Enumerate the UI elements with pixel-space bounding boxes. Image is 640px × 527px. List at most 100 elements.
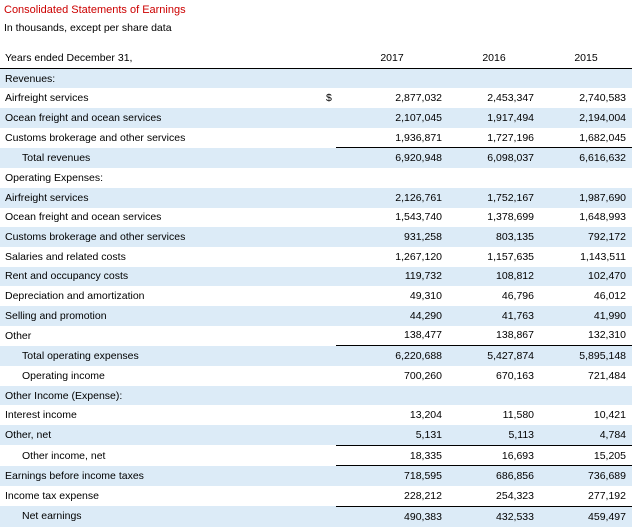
value-cell-2016 — [448, 385, 540, 406]
value-cell-2017: 49,310 — [409, 290, 442, 303]
header-label: Years ended December 31, — [0, 48, 318, 69]
value-cell-2016: 1,378,699 — [487, 211, 534, 224]
row-label: Earnings before income taxes — [0, 465, 318, 487]
table-row: Other income, net 18,335 16,693 15,205 — [0, 445, 632, 467]
statement-subtitle: In thousands, except per share data — [4, 22, 172, 34]
value-cell-2015: 721,484 — [588, 369, 626, 382]
header-year-2015: 2015 — [540, 48, 632, 69]
value-cell-2017: 6,220,688 — [336, 345, 448, 366]
currency-symbol — [318, 345, 336, 366]
value-cell-2017: 228,212 — [336, 486, 448, 507]
value-cell-2015: 2,194,004 — [540, 108, 632, 128]
row-label: Other — [5, 329, 32, 342]
value-cell-2016: 11,580 — [502, 409, 534, 422]
currency-symbol — [318, 366, 336, 386]
table-row: Ocean freight and ocean services 1,543,74… — [0, 208, 632, 228]
table-row: Ocean freight and ocean services 2,107,04… — [0, 108, 632, 128]
table-row: Salaries and related costs 1,267,120 1,157… — [0, 247, 632, 267]
table-row: Total revenues 6,920,948 6,098,037 6,616,63… — [0, 147, 632, 169]
table-row: Other Income (Expense): — [0, 385, 632, 406]
currency-symbol — [318, 147, 336, 169]
row-label: Income tax expense — [5, 490, 99, 503]
value-cell-2015: 277,192 — [540, 486, 632, 507]
row-label: Airfreight services — [5, 92, 89, 105]
statement-title: Consolidated Statements of Earnings — [4, 4, 186, 16]
value-cell-2016 — [448, 68, 540, 89]
header-year-2017: 2017 — [336, 48, 448, 69]
table-row: Customs brokerage and other services 1,93… — [0, 127, 632, 149]
value-cell-2017: 1,936,871 — [336, 127, 448, 149]
value-cell-2015 — [540, 168, 632, 188]
table-row: Selling and promotion 44,290 41,763 41,990 — [0, 305, 632, 326]
row-label: Net earnings — [0, 506, 318, 527]
value-cell-2017 — [336, 68, 448, 89]
value-cell-2017: 2,107,045 — [336, 108, 448, 128]
table-row: Income tax expense 228,212 254,323 277,192 — [0, 486, 632, 507]
row-label: Salaries and related costs — [5, 250, 126, 263]
row-label: Revenues: — [0, 68, 318, 89]
row-label: Total revenues — [0, 147, 318, 169]
value-cell-2017 — [336, 168, 448, 188]
value-cell-2016: 803,135 — [448, 227, 540, 247]
row-label: Customs brokerage and other services — [0, 227, 318, 247]
currency-symbol — [318, 445, 336, 466]
value-cell-2016: 2,453,347 — [487, 92, 534, 105]
row-label: Interest income — [5, 409, 77, 422]
value-cell-2017 — [336, 385, 448, 406]
value-cell-2016: 686,856 — [448, 465, 540, 487]
value-cell-2016: 41,763 — [448, 305, 540, 326]
row-label: Operating income — [22, 369, 105, 382]
currency-symbol — [318, 187, 336, 208]
value-cell-2016: 1,727,196 — [448, 127, 540, 149]
value-cell-2017: 931,258 — [336, 227, 448, 247]
table-row: Revenues: — [0, 68, 632, 89]
currency-symbol — [318, 247, 336, 267]
currency-symbol — [318, 425, 336, 446]
row-label: Rent and occupancy costs — [0, 266, 318, 287]
header-year-2016: 2016 — [448, 48, 540, 69]
value-cell-2017: 119,732 — [336, 266, 448, 287]
value-cell-2015 — [540, 68, 632, 89]
earnings-table: Years ended December 31, 2017 2016 2015 … — [0, 48, 632, 527]
value-cell-2017: 18,335 — [336, 445, 448, 467]
value-cell-2017: 490,383 — [336, 506, 448, 527]
value-cell-2015: 132,310 — [540, 325, 632, 347]
currency-symbol — [318, 405, 336, 425]
value-cell-2017: 1,543,740 — [395, 211, 442, 224]
row-label: Other Income (Expense): — [0, 385, 318, 406]
currency-symbol — [318, 68, 336, 89]
header-currency-spacer — [318, 48, 336, 69]
value-cell-2015: 459,497 — [540, 506, 632, 527]
table-row: Rent and occupancy costs 119,732 108,812 10… — [0, 266, 632, 287]
currency-symbol — [318, 208, 336, 228]
currency-symbol — [318, 168, 336, 188]
currency-symbol — [318, 506, 336, 527]
table-row: Operating Expenses: — [0, 168, 632, 188]
value-cell-2016: 670,163 — [496, 369, 534, 382]
table-row: Interest income 13,204 11,580 10,421 — [0, 405, 632, 425]
table-row: Earnings before income taxes 718,595 686,8… — [0, 465, 632, 487]
value-cell-2017: 700,260 — [404, 369, 442, 382]
table-header-row: Years ended December 31, 2017 2016 2015 — [0, 48, 632, 69]
table-row: Net earnings 490,383 432,533 459,497 — [0, 506, 632, 527]
value-cell-2016: 5,113 — [448, 425, 540, 446]
value-cell-2017: 718,595 — [336, 465, 448, 487]
row-label: Operating Expenses: — [5, 171, 104, 184]
value-cell-2015: 736,689 — [540, 465, 632, 487]
value-cell-2016: 432,533 — [448, 506, 540, 527]
row-label: Ocean freight and ocean services — [5, 211, 162, 224]
table-row: Airfreight services $2,877,032 2,453,347 2,… — [0, 88, 632, 108]
row-label: Selling and promotion — [0, 305, 318, 326]
currency-symbol — [318, 128, 336, 148]
value-cell-2015: 5,895,148 — [540, 345, 632, 366]
currency-symbol — [318, 286, 336, 306]
value-cell-2015: 10,421 — [593, 409, 626, 422]
row-label: Customs brokerage and other services — [5, 131, 186, 144]
table-row: Operating income 700,260 670,163 721,484 — [0, 366, 632, 386]
value-cell-2016: 16,693 — [448, 445, 540, 467]
row-label: Total operating expenses — [0, 345, 318, 366]
value-cell-2017: 44,290 — [336, 305, 448, 326]
value-cell-2015: 1,648,993 — [579, 211, 626, 224]
value-cell-2017: 2,126,761 — [336, 187, 448, 208]
value-cell-2016: 1,917,494 — [448, 108, 540, 128]
